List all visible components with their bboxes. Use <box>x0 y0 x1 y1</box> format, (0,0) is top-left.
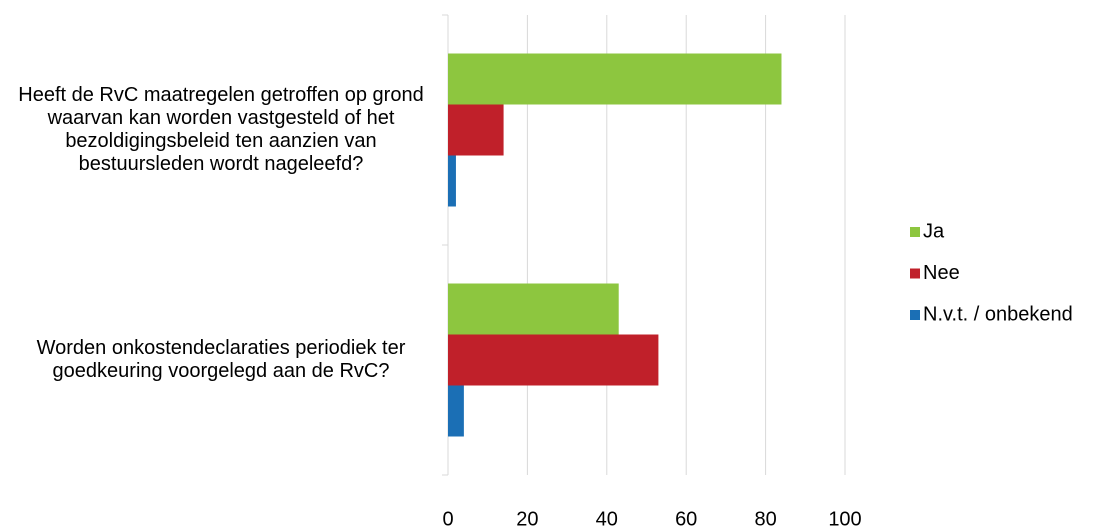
legend-swatch <box>910 227 920 237</box>
legend-swatch <box>910 310 920 320</box>
bar <box>448 334 659 386</box>
x-tick-label: 60 <box>675 508 697 530</box>
x-tick-label: 20 <box>516 508 538 530</box>
legend-swatch <box>910 268 920 279</box>
x-tick-label: 0 <box>442 508 453 530</box>
bar <box>448 283 619 335</box>
x-tick-label: 80 <box>754 508 776 530</box>
y-tick-label: Worden onkostendeclaraties periodiek ter… <box>36 337 406 382</box>
x-tick-label: 40 <box>596 508 618 530</box>
bar <box>448 53 782 105</box>
legend-label: Ja <box>923 220 945 242</box>
legend-label: Nee <box>923 262 960 284</box>
x-tick-label: 100 <box>828 508 861 530</box>
y-tick-label: Heeft de RvC maatregelen getroffen op gr… <box>18 84 424 175</box>
bar <box>448 104 504 156</box>
legend-label: N.v.t. / onbekend <box>923 303 1073 325</box>
bar <box>448 385 464 437</box>
bar <box>448 155 456 207</box>
